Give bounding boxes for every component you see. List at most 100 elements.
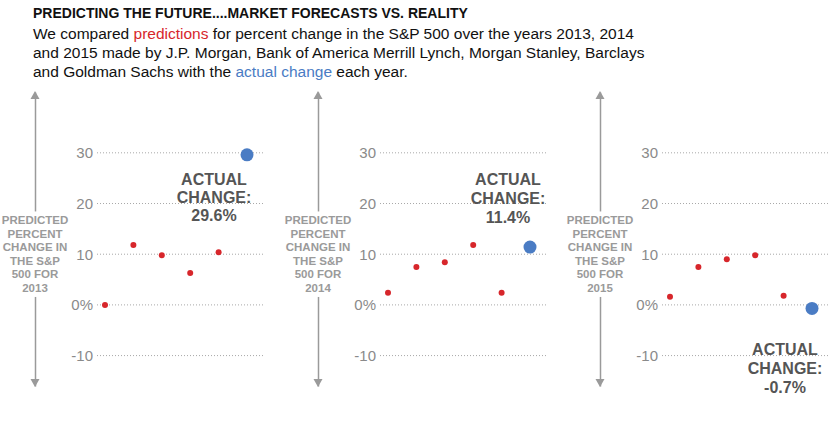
grid — [97, 153, 265, 356]
grid-line — [662, 203, 830, 204]
grid-line — [380, 254, 548, 255]
prediction-point — [470, 242, 476, 248]
prediction-point — [102, 302, 108, 308]
subtitle-part: actual change — [235, 63, 332, 80]
y-tick: 30 — [600, 144, 658, 161]
tick-label: 20 — [641, 195, 658, 212]
annotation-line: CHANGE: — [177, 189, 252, 206]
subtitle-part: We compared — [33, 25, 134, 42]
y-tick: -10 — [318, 347, 376, 364]
y-label-line: 500 FOR — [12, 268, 59, 280]
y-label-background — [0, 211, 70, 297]
prediction-point — [216, 249, 222, 255]
prediction-point — [187, 270, 193, 276]
actual-point — [241, 148, 254, 161]
prediction-point — [667, 294, 673, 300]
y-label-line: 500 FOR — [577, 268, 624, 280]
prediction-point — [724, 256, 730, 262]
annotation-line: CHANGE: — [748, 360, 823, 377]
annotation-line: ACTUAL — [752, 341, 818, 358]
prediction-point — [159, 252, 165, 258]
arrow-head — [31, 91, 40, 99]
arrow-head — [314, 91, 323, 99]
y-label-text: PREDICTEDPERCENTCHANGE INTHE S&P500 FOR2… — [285, 214, 351, 294]
y-tick: 30 — [318, 144, 376, 161]
grid-line — [97, 355, 265, 356]
tick-label: 10 — [76, 246, 93, 263]
y-tick: 20 — [35, 195, 93, 212]
annotation-line: CHANGE: — [471, 190, 546, 207]
y-label-line: PREDICTED — [2, 214, 68, 226]
tick-label: 30 — [76, 144, 93, 161]
tick-label: -10 — [71, 347, 93, 364]
prediction-point — [130, 242, 136, 248]
annotation-line: 11.4% — [486, 209, 530, 226]
y-label-line: PERCENT — [291, 228, 346, 240]
annotation-line: 29.6% — [191, 207, 236, 224]
y-label-line: THE S&P — [10, 255, 60, 267]
annotation-line: ACTUAL — [475, 171, 541, 188]
y-label-line: CHANGE IN — [568, 241, 633, 253]
subtitle-part: each year. — [332, 63, 408, 80]
y-tick: 20 — [600, 195, 658, 212]
arrow-head — [31, 379, 40, 387]
y-label-text: PREDICTEDPERCENTCHANGE INTHE S&P500 FOR2… — [2, 214, 68, 294]
y-tick: 0% — [600, 296, 658, 313]
tick-label: 0% — [71, 296, 93, 313]
y-label-text: PREDICTEDPERCENTCHANGE INTHE S&P500 FOR2… — [567, 214, 633, 294]
actual-point — [806, 302, 819, 315]
y-label-line: 500 FOR — [295, 268, 342, 280]
arrow-head — [596, 91, 605, 99]
y-tick: 0% — [318, 296, 376, 313]
prediction-point — [499, 290, 505, 296]
annotation-line: -0.7% — [764, 379, 806, 396]
tick-label: 30 — [641, 144, 658, 161]
y-label-line: THE S&P — [575, 255, 625, 267]
tick-label: 0% — [636, 296, 658, 313]
marks — [102, 148, 254, 308]
grid-line — [380, 304, 548, 305]
grid-line — [662, 304, 830, 305]
y-label: PREDICTEDPERCENTCHANGE INTHE S&P500 FOR2… — [0, 211, 70, 297]
y-label-line: PREDICTED — [285, 214, 351, 226]
tick-label: -10 — [636, 347, 658, 364]
grid-line — [662, 152, 830, 153]
tick-label: 20 — [76, 195, 93, 212]
arrow-head — [314, 379, 323, 387]
grid-line — [97, 304, 265, 305]
subtitle: We compared predictions for percent chan… — [33, 24, 653, 81]
prediction-point — [413, 264, 419, 270]
y-label-line: CHANGE IN — [286, 241, 351, 253]
tick-label: 30 — [359, 144, 376, 161]
y-tick: 0% — [35, 296, 93, 313]
prediction-point — [781, 293, 787, 299]
grid — [662, 153, 830, 356]
marks — [385, 241, 537, 296]
tick-label: 10 — [359, 246, 376, 263]
tick-label: -10 — [354, 347, 376, 364]
tick-label: 0% — [354, 296, 376, 313]
prediction-point — [752, 252, 758, 258]
panel: 30 20 10 0% -10 PREDICTED PERCENTCHANGE IN THE … — [0, 91, 265, 387]
grid-line — [380, 355, 548, 356]
y-label-line: CHANGE IN — [3, 241, 68, 253]
y-label-background — [283, 211, 353, 297]
marks — [667, 252, 819, 315]
y-tick: 20 — [318, 195, 376, 212]
prediction-point — [442, 259, 448, 265]
annotation: ACTUAL CHANGE: 11.4% — [471, 171, 546, 226]
panel: 3020100%-10PREDICTEDPERCENTCHANGE INTHE … — [283, 91, 548, 387]
y-label-line: PERCENT — [8, 228, 63, 240]
actual-point — [524, 241, 537, 254]
y-label-background — [565, 211, 635, 297]
y-label-line: PERCENT — [573, 228, 628, 240]
grid-line — [380, 152, 548, 153]
arrow-head — [596, 379, 605, 387]
y-tick: -10 — [35, 347, 93, 364]
annotation-line: ACTUAL — [181, 171, 247, 188]
grid-line — [662, 254, 830, 255]
y-label-line: PREDICTED — [567, 214, 633, 226]
annotation: ACTUALCHANGE:29.6% — [177, 171, 252, 224]
title: PREDICTING THE FUTURE....MARKET FORECAST… — [33, 5, 468, 21]
grid-line — [97, 254, 265, 255]
